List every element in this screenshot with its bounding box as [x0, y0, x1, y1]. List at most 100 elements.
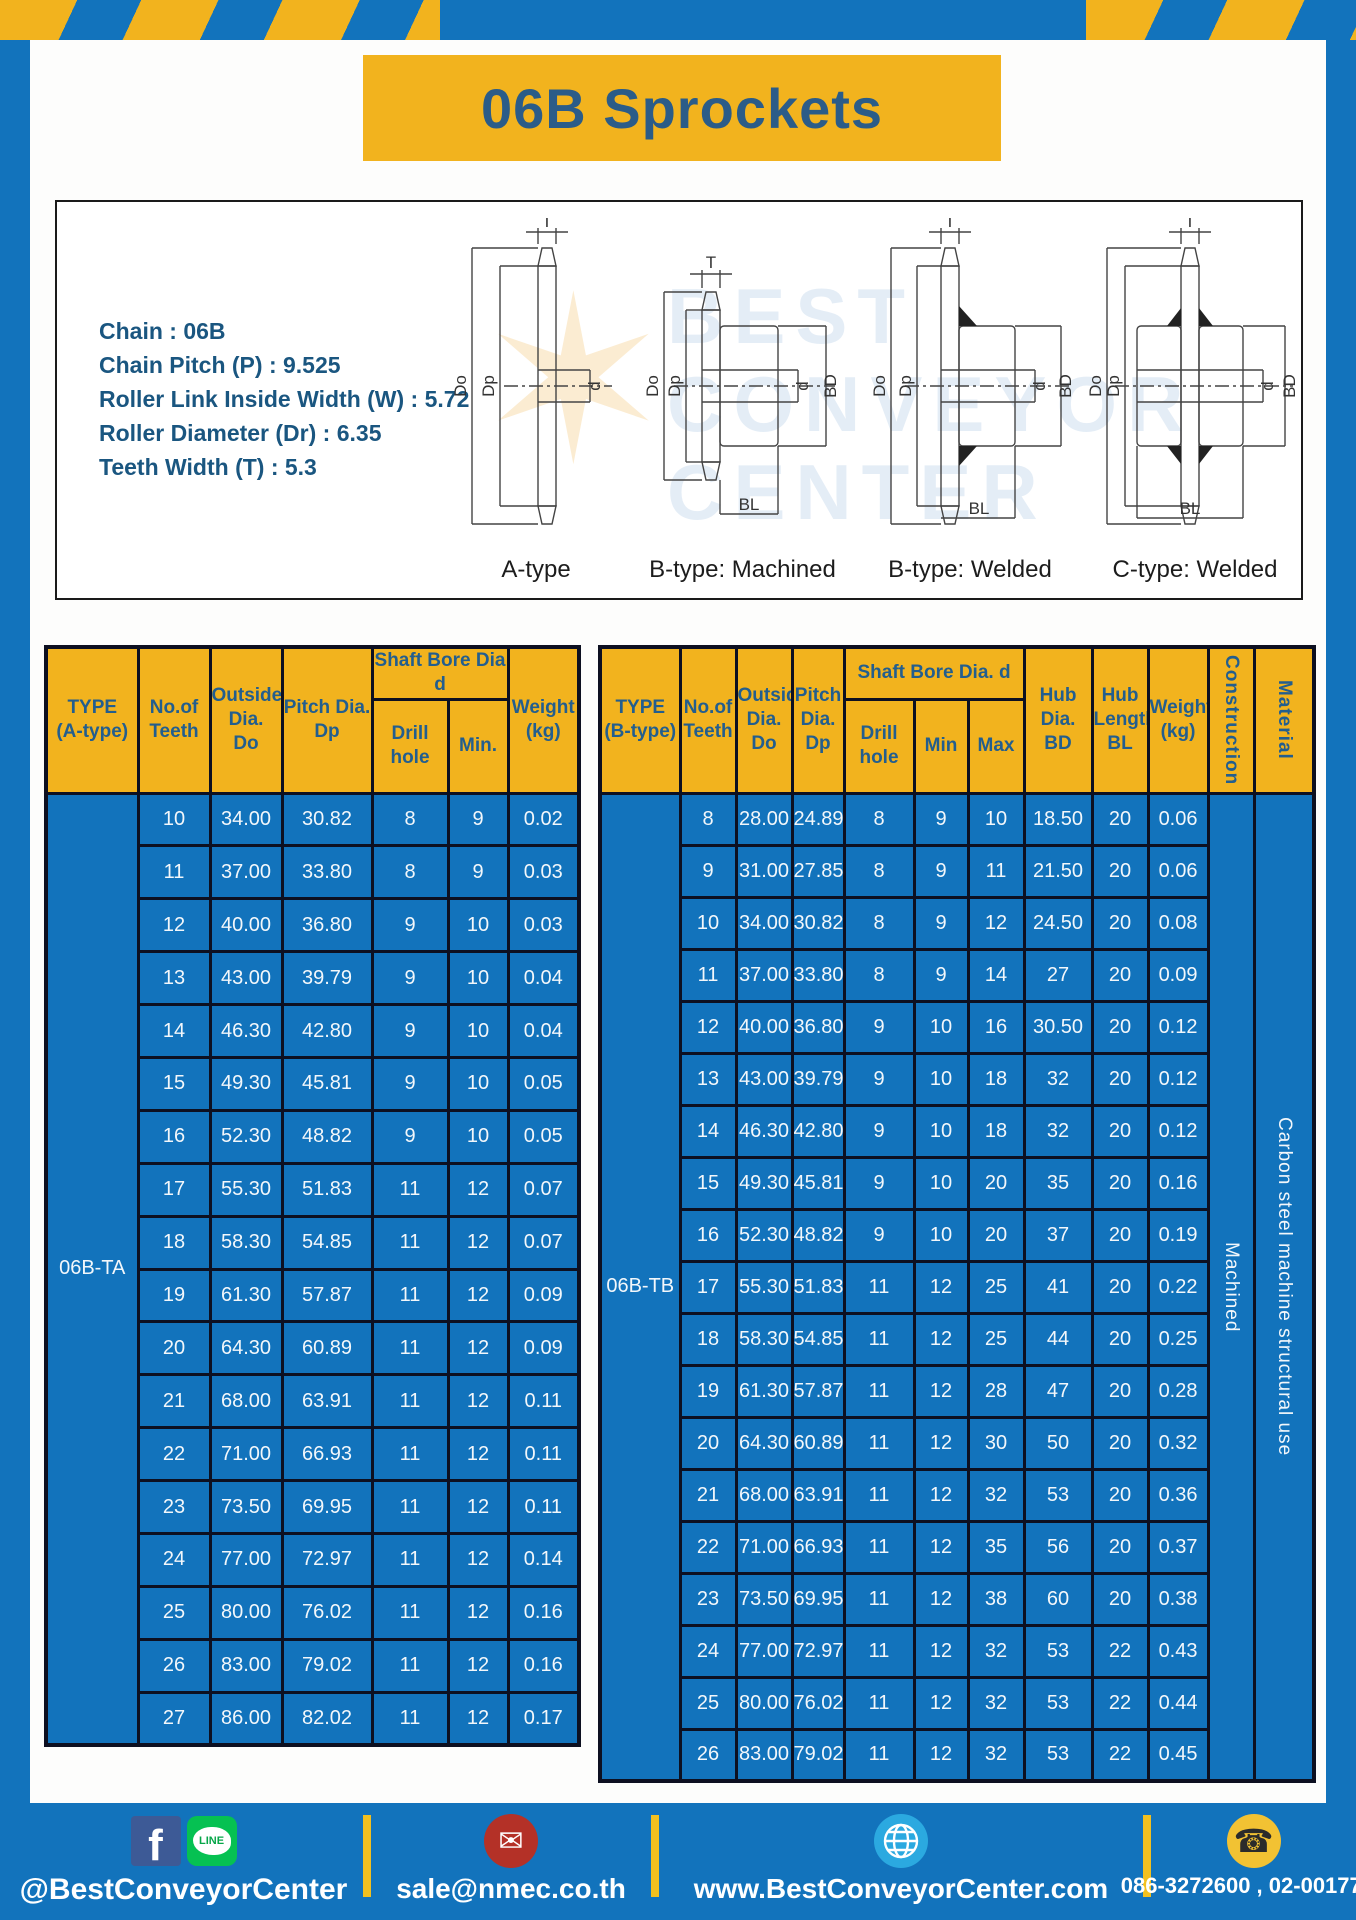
table-cell: 11 — [842, 1571, 916, 1627]
table-row: 15 49.30 45.81 9 10 20 35 20 0.16 — [600, 1155, 1314, 1211]
phone-label[interactable]: 086-3272600 , 02-0017766 — [1120, 1873, 1356, 1898]
table-cell: 0.06 — [1146, 843, 1210, 899]
table-cell: 0.05 — [506, 1108, 581, 1165]
table-cell: 12 — [912, 1571, 970, 1627]
table-cell: 0.03 — [506, 844, 581, 901]
table-cell: 0.43 — [1146, 1623, 1210, 1679]
globe-icon[interactable] — [874, 1814, 928, 1868]
table-cell: 24 — [678, 1623, 738, 1679]
table-cell: 54.85 — [280, 1214, 374, 1271]
a-type-drawing: T Do Dp d — [451, 218, 612, 525]
table-row: 10 34.00 30.82 8 9 12 24.50 20 0.08 — [600, 895, 1314, 951]
svg-text:d: d — [1030, 381, 1049, 390]
table-row: 06B-TA 10 34.00 30.82 8 9 0.02 — [44, 791, 581, 1747]
table-cell: 49.30 — [734, 1155, 794, 1211]
table-cell: 12 — [446, 1690, 510, 1747]
table-cell: 11 — [842, 1415, 916, 1471]
svg-text:BL: BL — [969, 499, 990, 518]
table-cell: 26 — [678, 1727, 738, 1783]
email-label[interactable]: sale@nmec.co.th — [396, 1873, 626, 1904]
table-cell: 82.02 — [280, 1690, 374, 1747]
table-cell: 42.80 — [280, 1003, 374, 1059]
table-cell: 11 — [370, 1637, 450, 1694]
spec-roller-width: Roller Link Inside Width (W) : 5.72 — [99, 386, 470, 412]
header-material-b: Material — [1252, 645, 1316, 795]
table-cell: 45.81 — [280, 1055, 374, 1112]
footer-website-section: www.BestConveyorCenter.com — [659, 1803, 1143, 1920]
table-cell: 83.00 — [208, 1637, 284, 1694]
table-cell: 12 — [446, 1479, 510, 1535]
table-cell: 32 — [1022, 1103, 1094, 1159]
table-row: 15 49.30 45.81 9 10 0.05 — [46, 1055, 581, 1112]
facebook-icon[interactable]: f — [130, 1816, 181, 1868]
table-cell: 0.09 — [1146, 947, 1210, 1003]
table-cell: 14 — [136, 1003, 212, 1059]
table-cell: 0.11 — [506, 1373, 581, 1430]
table-cell: 20 — [1090, 1051, 1150, 1107]
table-cell: 77.00 — [208, 1531, 284, 1588]
table-cell: 0.04 — [506, 1003, 581, 1059]
table-cell: 48.82 — [280, 1108, 374, 1165]
website-label[interactable]: www.BestConveyorCenter.com — [693, 1873, 1109, 1904]
table-cell: 14 — [678, 1103, 738, 1159]
table-row: 11 37.00 33.80 8 9 0.03 — [46, 844, 581, 901]
svg-text:Dp: Dp — [1104, 375, 1123, 397]
social-handle-label[interactable]: @BestConveyorCenter — [19, 1873, 348, 1906]
table-cell: 11 — [842, 1363, 916, 1419]
table-row: 23 73.50 69.95 11 12 0.11 — [46, 1479, 581, 1535]
table-cell: 41 — [1022, 1259, 1094, 1315]
table-cell: 24 — [136, 1531, 212, 1588]
table-cell: 52.30 — [734, 1207, 794, 1263]
table-cell: 54.85 — [790, 1311, 846, 1367]
line-app-icon[interactable]: LINE — [186, 1816, 237, 1866]
table-cell: 13 — [678, 1051, 738, 1107]
table-cell: 21 — [678, 1467, 738, 1523]
caption-b-type-welded: B-type: Welded — [888, 556, 1052, 583]
table-cell: 12 — [912, 1259, 970, 1315]
table-cell: 10 — [136, 791, 212, 848]
table-cell: 37.00 — [208, 844, 284, 901]
phone-icon[interactable]: ☎ — [1226, 1814, 1281, 1868]
svg-text:Do: Do — [870, 375, 889, 397]
table-row: 19 61.30 57.87 11 12 0.09 — [46, 1267, 581, 1324]
table-cell: 11 — [370, 1584, 450, 1641]
table-row: 16 52.30 48.82 9 10 0.05 — [46, 1108, 581, 1165]
table-cell: 16 — [966, 999, 1026, 1055]
table-row: 16 52.30 48.82 9 10 20 37 20 0.19 — [600, 1207, 1314, 1263]
table-cell: 26 — [136, 1637, 212, 1694]
table-cell: 22 — [1090, 1675, 1150, 1731]
table-cell: 46.30 — [208, 1003, 284, 1059]
table-cell: 8 — [370, 844, 450, 901]
header-hub-dia-b: Hub Dia. BD — [1022, 645, 1094, 795]
table-cell: 34.00 — [208, 791, 284, 848]
table-cell: 0.11 — [506, 1479, 581, 1535]
header-max-b: Max — [966, 697, 1026, 795]
table-cell: 32 — [966, 1623, 1026, 1679]
table-cell: 9 — [446, 791, 510, 848]
table-cell: 37.00 — [734, 947, 794, 1003]
table-cell: 36.80 — [280, 897, 374, 954]
table-cell: 22 — [136, 1426, 212, 1483]
table-cell: 12 — [912, 1467, 970, 1523]
table-cell: 17 — [136, 1161, 212, 1218]
table-row: 20 64.30 60.89 11 12 0.09 — [46, 1320, 581, 1377]
table-cell: 12 — [966, 895, 1026, 951]
table-cell: 10 — [446, 1055, 510, 1112]
svg-text:Do: Do — [643, 375, 662, 397]
header-weight-b: Weight (kg) — [1146, 645, 1210, 795]
table-cell: 63.91 — [790, 1467, 846, 1523]
table-cell: 0.04 — [506, 950, 581, 1007]
table-cell: 30 — [966, 1415, 1026, 1471]
table-row: 22 71.00 66.93 11 12 35 56 20 0.37 — [600, 1519, 1314, 1575]
table-cell: 39.79 — [280, 950, 374, 1007]
content-area: 06B Sprockets ✶ BEST CONVEYOR CENTER Cha… — [30, 40, 1326, 1803]
header-drill-b: Drill hole — [842, 697, 916, 795]
email-icon[interactable]: ✉ — [484, 1814, 538, 1868]
table-cell: 46.30 — [734, 1103, 794, 1159]
table-cell: 68.00 — [734, 1467, 794, 1523]
table-cell: 11 — [842, 1467, 916, 1523]
header-outside-a: Outside Dia. Do — [208, 645, 284, 795]
material-merged-cell: Carbon steel machine structural use — [1252, 791, 1316, 1783]
chain-specs: Chain : 06B Chain Pitch (P) : 9.525 Roll… — [57, 202, 470, 598]
